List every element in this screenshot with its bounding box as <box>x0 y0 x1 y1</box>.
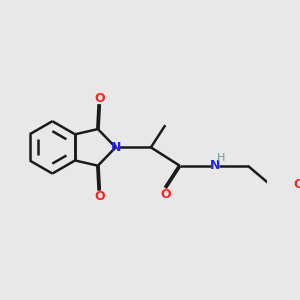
Text: O: O <box>160 188 171 201</box>
Text: N: N <box>110 141 121 154</box>
Text: O: O <box>293 178 300 191</box>
Text: H: H <box>217 153 225 164</box>
Text: O: O <box>94 190 104 203</box>
Text: N: N <box>210 159 220 172</box>
Text: O: O <box>94 92 104 105</box>
